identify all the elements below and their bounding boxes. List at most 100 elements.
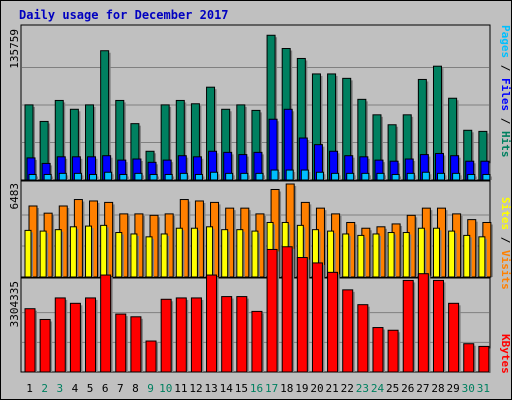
pages-bar-day-20 [315,171,324,181]
kbytes-bar-day-12 [190,297,202,373]
legend-sites-visits: Sites / Visits [499,197,512,290]
legend-separator: / [499,111,512,131]
day-label-15: 15 [235,382,248,395]
sites-bar-day-30 [463,234,471,278]
kbytes-bar-day-20 [311,262,323,373]
day-label-18: 18 [280,382,293,395]
kbytes-bar-day-13 [206,274,218,373]
sites-bar-day-6 [100,224,108,278]
pages-bar-day-7 [119,173,128,181]
sites-bar-day-16 [251,230,259,278]
pages-bar-day-18 [285,169,294,181]
kbytes-bar-day-26 [402,279,414,373]
kbytes-bar-day-11 [175,297,187,373]
kbytes-bar-day-14 [221,296,233,373]
day-labels: 1 2 3 4 5 6 7 8 9 10 11 12 13 14 15 16 17 18 19 20 21 22 23 24 2… [26,382,490,395]
kbytes-bar-day-19 [296,257,308,373]
pages-bar-day-3 [58,172,67,181]
kbytes-bar-day-21 [327,271,339,373]
sites-bar-day-5 [85,225,93,278]
kbytes-bar-day-9 [145,340,157,373]
pages-bar-day-6 [104,171,113,181]
max-label-hits: 135759 [8,29,21,69]
sites-bar-day-11 [175,227,183,278]
day-label-25: 25 [386,382,399,395]
files-bar-day-18 [283,108,293,181]
day-label-13: 13 [204,382,217,395]
pages-bar-day-24 [376,172,385,181]
sites-bar-day-24 [372,233,380,278]
day-label-31: 31 [477,382,490,395]
pages-bar-day-5 [89,173,98,181]
kbytes-bar-day-6 [100,274,112,373]
pages-bar-day-27 [421,171,430,181]
kbytes-bar-day-25 [387,329,399,373]
kbytes-bar-day-7 [115,313,127,373]
pages-bar-day-29 [452,172,461,181]
day-label-2: 2 [41,382,48,395]
pages-bar-day-4 [73,172,82,181]
day-label-4: 4 [72,382,79,395]
pages-bar-day-31 [482,173,491,181]
kbytes-bar-day-1 [24,308,36,373]
day-label-16: 16 [250,382,263,395]
kbytes-bar-day-30 [463,343,475,373]
kbytes-bar-day-4 [69,302,81,373]
sites-bar-day-14 [221,229,229,278]
pages-bar-day-17 [270,169,279,181]
kbytes-bar-day-18 [281,246,293,373]
pages-bar-day-1 [28,173,37,181]
legend-files: Files [499,78,512,111]
day-label-27: 27 [416,382,429,395]
day-label-17: 17 [265,382,278,395]
day-label-3: 3 [57,382,64,395]
day-label-11: 11 [174,382,187,395]
pages-bar-day-8 [134,172,143,181]
legend-separator: / [499,230,512,250]
day-label-29: 29 [447,382,460,395]
sites-bar-day-27 [417,227,425,278]
kbytes-bar-day-8 [130,316,142,373]
pages-bar-day-19 [300,169,309,181]
legend-kbytes: KBytes [499,334,512,374]
pages-bar-day-22 [346,172,355,181]
kbytes-bar-day-29 [448,302,460,373]
legend-separator: / [499,58,512,78]
day-label-14: 14 [220,382,234,395]
day-label-22: 22 [341,382,354,395]
kbytes-bar-day-10 [160,298,172,373]
day-label-8: 8 [132,382,139,395]
sites-bar-day-3 [54,229,62,278]
max-label-kbytes: 3304335 [8,281,21,327]
sites-bar-day-21 [327,230,335,278]
day-label-26: 26 [401,382,414,395]
sites-bar-day-15 [236,229,244,278]
day-label-12: 12 [189,382,202,395]
kbytes-bar-day-16 [251,310,263,373]
kbytes-bar-day-3 [54,297,66,373]
pages-bar-day-16 [255,172,264,181]
day-label-30: 30 [462,382,475,395]
pages-bar-day-9 [149,173,158,181]
pages-bar-day-30 [467,173,476,181]
pages-bar-day-23 [361,172,370,181]
pages-bar-day-15 [240,172,249,181]
sites-bar-day-28 [432,227,440,278]
chart-title: Daily usage for December 2017 [19,8,229,22]
sites-bar-day-4 [69,226,77,278]
sites-bar-day-7 [115,232,123,278]
day-label-5: 5 [87,382,94,395]
max-label-visits: 6483 [8,183,21,210]
pages-bar-day-26 [406,172,415,181]
day-label-10: 10 [159,382,172,395]
sites-bar-day-13 [206,226,214,278]
sites-bar-day-2 [39,230,47,278]
kbytes-bar-day-24 [372,327,384,373]
kbytes-bar-day-17 [266,248,278,373]
day-label-21: 21 [326,382,339,395]
day-label-9: 9 [147,382,154,395]
day-label-6: 6 [102,382,109,395]
day-label-20: 20 [310,382,323,395]
sites-bar-day-10 [160,233,168,278]
